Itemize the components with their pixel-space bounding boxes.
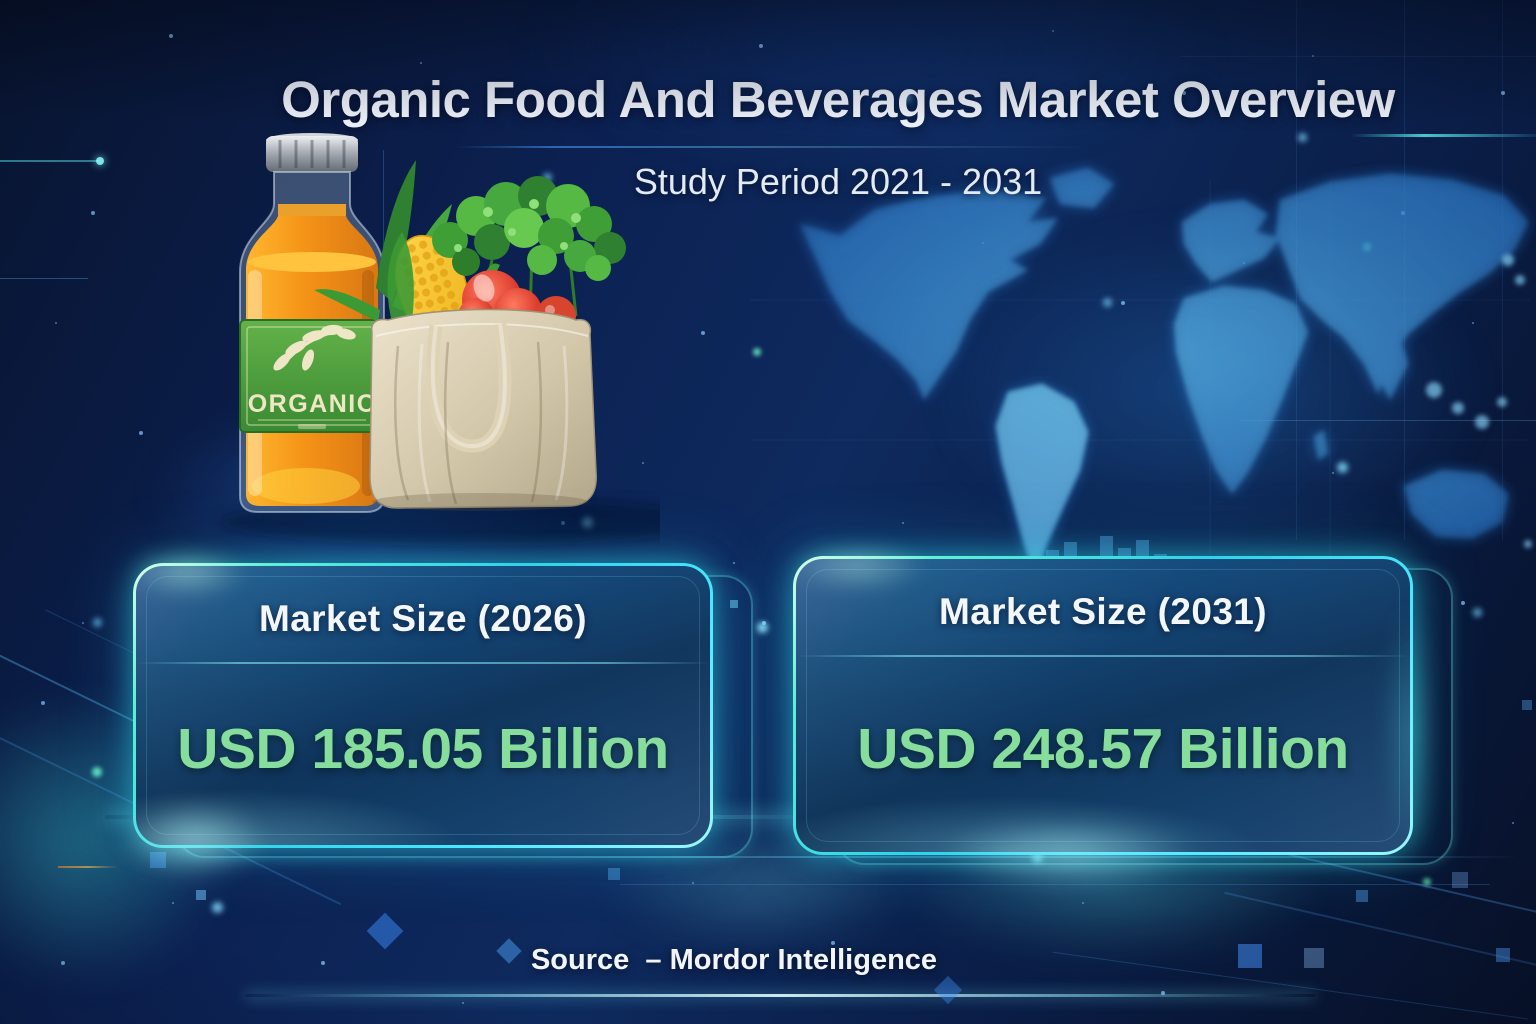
- pixel-square: [1452, 872, 1468, 888]
- circuit-trace: [0, 278, 88, 279]
- decorative-line: [620, 884, 1490, 885]
- juice-bottle-icon: ORGANIC: [239, 133, 385, 513]
- product-illustration: ORGANIC: [220, 133, 660, 546]
- study-period-subtitle: Study Period 2021 - 2031: [633, 161, 1043, 202]
- world-map: [750, 168, 1532, 578]
- decorative-line: [455, 146, 1115, 148]
- map-south-america-highlight: [996, 384, 1088, 578]
- particle-green-dots: [0, 0, 4, 4]
- circuit-trace: [0, 157, 104, 165]
- card-divider: [136, 662, 710, 664]
- decorative-line: [1350, 134, 1536, 137]
- product-shadow: [220, 498, 660, 546]
- pixel-square: [1496, 948, 1510, 962]
- pixel-square: [1238, 944, 1262, 968]
- decorative-line: [58, 866, 118, 868]
- grid-line: [1296, 0, 1297, 540]
- grid-line: [1180, 56, 1536, 57]
- market-size-2031-card: Market Size (2031) USD 248.57 Billion: [793, 556, 1413, 855]
- decorative-line: [1240, 420, 1536, 421]
- leaf-icon: [273, 324, 356, 371]
- leafy-greens-icon: [376, 160, 452, 312]
- bag-handle: [426, 323, 512, 453]
- pixel-square: [1356, 890, 1368, 902]
- leaf-icon: [314, 289, 380, 322]
- background-glow: [150, 400, 580, 590]
- map-islands: [1426, 254, 1532, 548]
- diagonal-line: [1224, 891, 1536, 971]
- parsley-icon: [432, 176, 626, 319]
- grid-line: [1502, 0, 1503, 540]
- market-size-2026-value: USD 185.05 Billion: [177, 716, 669, 781]
- pixel-square: [150, 852, 166, 868]
- pixel-square: [196, 890, 206, 900]
- bell-pepper-icon: [458, 263, 542, 336]
- diagonal-line: [1052, 951, 1528, 1020]
- header: Organic Food And Beverages Market Overvi…: [140, 0, 1536, 203]
- pixel-square: [608, 868, 620, 880]
- market-size-2031-value: USD 248.57 Billion: [857, 716, 1349, 781]
- light-streak: [245, 994, 1315, 997]
- page-title: Organic Food And Beverages Market Overvi…: [281, 71, 1395, 128]
- background-glow: [930, 220, 1490, 560]
- source-attribution: Source – Mordor Intelligence: [530, 944, 938, 976]
- tomato-icon: [536, 296, 576, 336]
- pixel-square: [1522, 700, 1532, 710]
- particle-dots: [0, 0, 2, 2]
- pixel-square: [933, 975, 963, 1005]
- card-divider: [796, 655, 1410, 657]
- background-glow: [520, 0, 1220, 160]
- market-size-2026-card: Market Size (2026) USD 185.05 Billion: [133, 563, 713, 848]
- corn-icon: [387, 232, 470, 342]
- pixel-square: [496, 938, 522, 964]
- grid-line: [1404, 0, 1405, 540]
- circuit-trace: [383, 150, 384, 250]
- tote-bag-icon: [369, 308, 597, 511]
- pixel-square: [366, 912, 404, 950]
- bottle-label-text: ORGANIC: [248, 390, 377, 418]
- card-label: Market Size (2031): [938, 591, 1268, 632]
- pixel-square: [1304, 948, 1324, 968]
- organic-label: ORGANIC: [239, 319, 385, 433]
- card-label: Market Size (2026): [258, 598, 588, 639]
- particle-glow-dots: [0, 0, 5, 5]
